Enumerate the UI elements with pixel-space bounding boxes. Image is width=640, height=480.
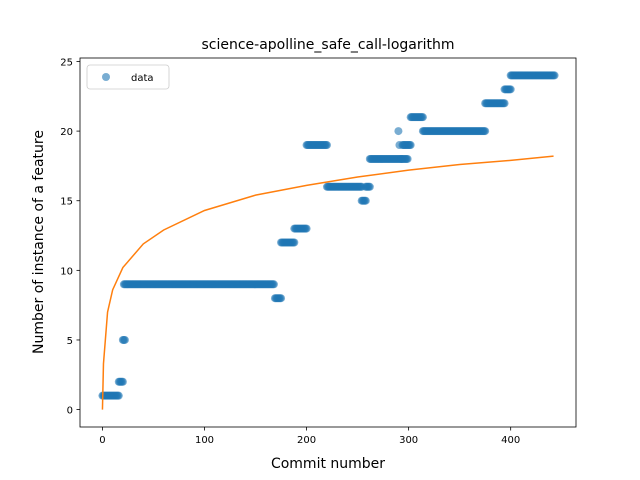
- data-point: [500, 99, 509, 108]
- legend-marker: [102, 73, 110, 81]
- data-point: [269, 280, 278, 289]
- data-point: [506, 85, 515, 94]
- y-tick-label: 5: [67, 336, 73, 347]
- x-tick-label: 300: [399, 435, 418, 446]
- y-axis-label: Number of instance of a feature: [31, 130, 47, 354]
- y-tick-label: 25: [60, 57, 73, 68]
- legend-box: [86, 64, 170, 90]
- legend: data: [86, 64, 170, 90]
- data-point: [550, 71, 559, 80]
- data-point: [322, 141, 331, 150]
- axes-frame: [79, 57, 577, 428]
- data-point: [403, 154, 412, 163]
- x-tick-label: 0: [99, 435, 105, 446]
- data-point: [361, 196, 370, 205]
- y-tick-label: 10: [60, 266, 73, 277]
- x-tick-label: 200: [297, 435, 316, 446]
- data-point: [114, 391, 123, 400]
- fit-line: [101, 155, 554, 410]
- plot-area: [98, 71, 559, 410]
- data-point: [277, 294, 286, 303]
- data-point: [302, 224, 311, 233]
- x-tick-label: 400: [501, 435, 520, 446]
- data-point: [481, 127, 490, 136]
- chart-title: science-apolline_safe_call-logarithm: [201, 37, 454, 53]
- data-point: [120, 335, 129, 344]
- data-point: [418, 113, 427, 122]
- x-axis-label: Commit number: [271, 456, 385, 472]
- axis-ticks: 0 100 200 300 400 0 5 10 15 20 25: [60, 57, 520, 446]
- y-tick-label: 0: [67, 406, 73, 417]
- data-point: [365, 182, 374, 191]
- legend-label: data: [131, 73, 154, 84]
- y-tick-label: 20: [60, 127, 73, 138]
- data-point: [118, 377, 127, 386]
- data-point: [394, 127, 403, 136]
- data-point: [290, 238, 299, 247]
- x-tick-label: 100: [195, 435, 214, 446]
- y-tick-label: 15: [60, 197, 73, 208]
- data-point: [406, 141, 415, 150]
